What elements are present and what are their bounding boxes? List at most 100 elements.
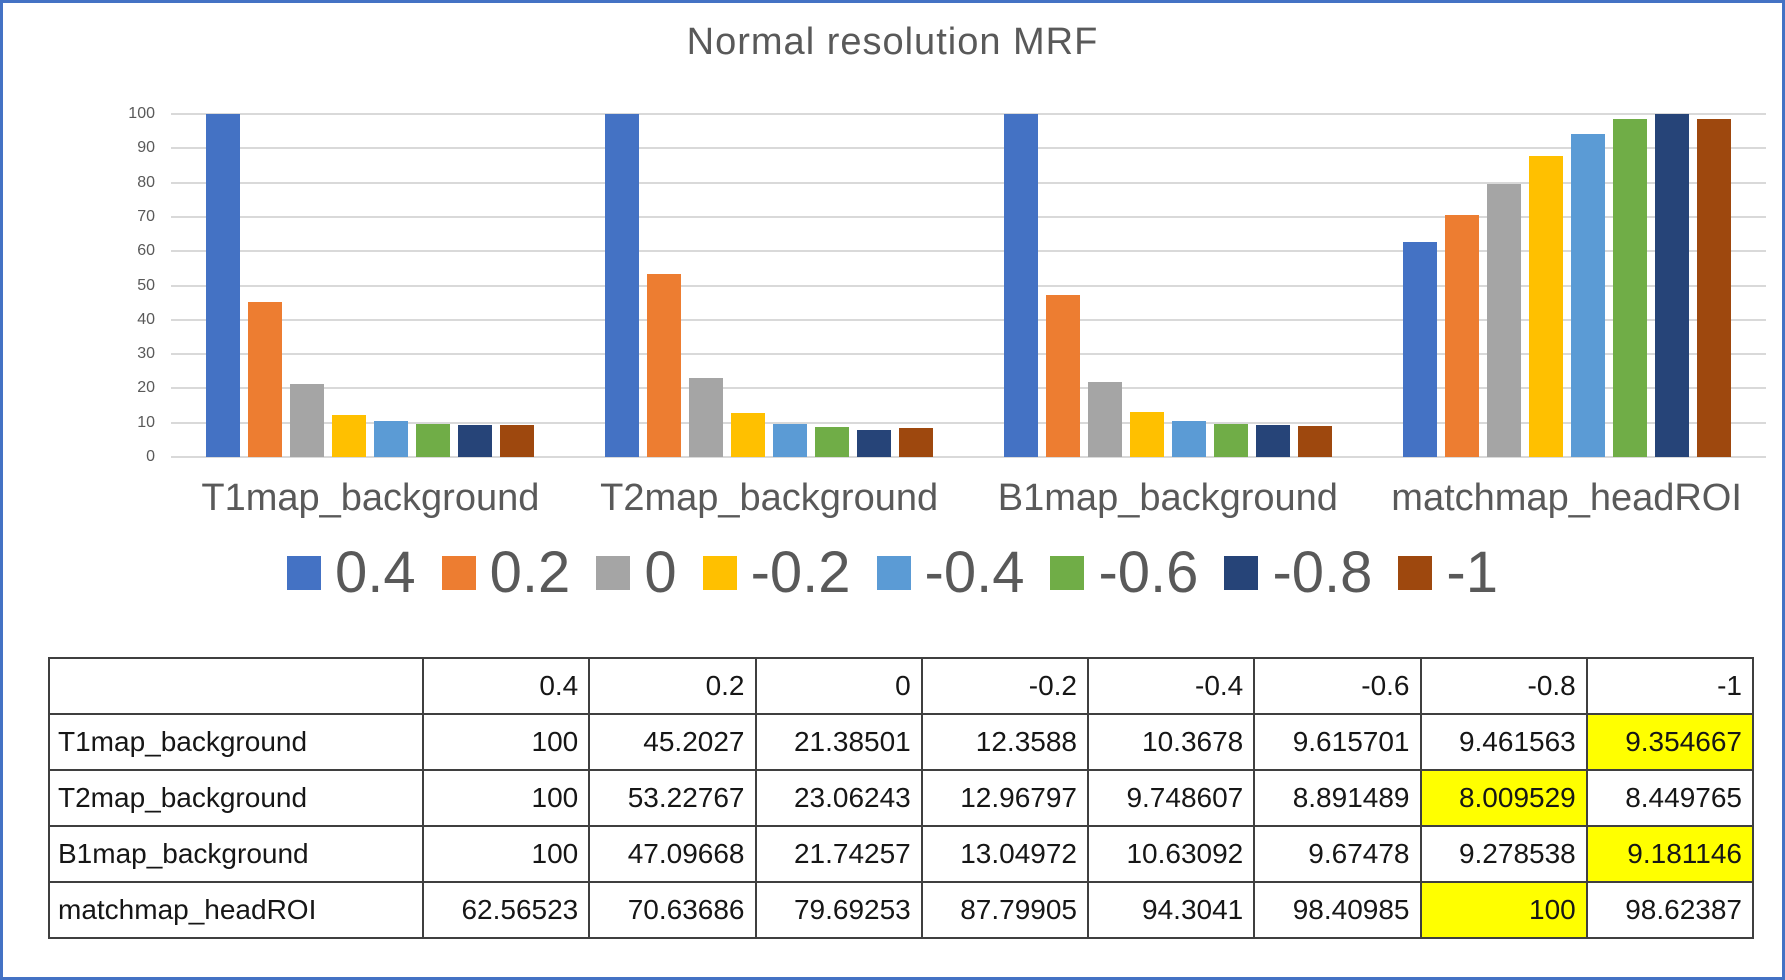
bar-series-area [171,114,1766,457]
y-axis-tick-label: 90 [137,139,155,157]
value-cell: 21.38501 [754,713,923,771]
data-table: 0.4 0.2 0 -0.2 -0.4 -0.6 -0.8 -1 T1map_backgroun… [48,657,1755,939]
bar-0.4-matchmap_headROI [1402,242,1437,457]
bar--0.4-matchmap_headROI [1570,133,1605,457]
category-label: B1map_background [997,477,1338,519]
y-axis-tick-label: 40 [137,310,155,328]
category-label: T2map_background [600,477,939,519]
corner-cell [48,657,424,715]
bar--1-T1map_background [500,424,535,457]
chart-legend: 0.4 0.2 0 -0.2 -0.4 -0.6 -0.8 -1 [3,544,1782,602]
legend-swatch-0.2 [441,556,476,590]
column-header-cell: -0.6 [1253,657,1422,715]
gridline [171,250,1766,253]
bar-0.2-T1map_background [248,301,283,457]
gridline [171,353,1766,356]
value-cell: 87.79905 [920,881,1090,939]
y-axis-tick-label: 80 [137,173,155,191]
plot-area [171,113,1766,458]
value-cell: 9.748607 [1086,769,1256,827]
category-group-T1map_background [171,114,570,457]
value-cell: 100 [421,769,591,827]
value-cell: 45.2027 [588,713,757,771]
y-axis-tick-label: 100 [128,105,155,122]
bar--0.2-B1map_background [1129,412,1164,457]
bar--0.8-T2map_background [857,429,892,457]
value-cell: 100 [421,713,591,771]
bar-0-T2map_background [689,377,724,457]
y-axis-tick-label: 20 [137,379,155,397]
bar-0-B1map_background [1087,382,1122,457]
legend-label: -0.8 [1272,540,1373,605]
legend-label: 0 [644,540,677,605]
bar--0.6-B1map_background [1213,423,1248,457]
value-cell: 10.63092 [1086,825,1256,883]
legend-swatch-0 [596,556,631,590]
bar--0.2-T1map_background [332,414,367,457]
value-cell: 21.74257 [754,825,923,883]
value-cell: 13.04972 [920,825,1090,883]
row-label-cell: B1map_background [48,825,424,883]
column-header-cell: -0.8 [1419,657,1588,715]
gridline [171,387,1766,390]
bar-0-matchmap_headROI [1486,183,1521,457]
data-table-wrap: 0.4 0.2 0 -0.2 -0.4 -0.6 -0.8 -1 T1map_backgroun… [48,657,1755,939]
legend-swatch--0.2 [702,556,737,590]
category-group-matchmap_headROI [1367,114,1766,457]
column-header-cell: 0.4 [421,657,591,715]
row-label-cell: matchmap_headROI [48,881,424,939]
y-axis-tick-label: 10 [137,413,155,431]
legend-item: 0.4 [287,544,416,602]
bar--1-B1map_background [1297,425,1332,457]
column-header-cell: -0.2 [920,657,1090,715]
value-cell: 62.56523 [421,881,591,939]
bar--0.6-matchmap_headROI [1612,119,1647,457]
value-cell: 8.891489 [1253,769,1422,827]
y-axis-tick-label: 30 [137,345,155,363]
legend-item: -0.2 [702,540,851,605]
bar--0.4-T1map_background [374,421,409,457]
legend-item: -0.6 [1050,544,1198,602]
legend-label: -0.2 [750,540,851,605]
bar--1-T2map_background [899,428,934,457]
value-cell: 98.40985 [1253,881,1422,939]
value-cell: 47.09668 [588,825,757,883]
gridline [171,456,1766,458]
bar--0.4-T2map_background [773,423,808,457]
bar--0.8-matchmap_headROI [1654,114,1689,457]
legend-label: 0.4 [335,540,416,605]
value-cell: 100 [421,825,591,883]
bar-0.2-matchmap_headROI [1444,214,1479,457]
bar-0.4-T1map_background [206,114,241,457]
legend-label: 0.2 [489,540,571,605]
legend-label: -0.4 [924,540,1025,605]
legend-label: -1 [1446,540,1498,605]
gridline [171,284,1766,287]
row-label-cell: T2map_background [48,769,424,827]
table-header-row: 0.4 0.2 0 -0.2 -0.4 -0.6 -0.8 -1 [48,657,1755,715]
value-cell: 23.06243 [754,769,923,827]
column-header-cell: 0 [754,657,923,715]
bar--0.8-B1map_background [1255,425,1290,457]
bar--0.6-T1map_background [416,424,451,457]
value-cell: 98.62387 [1585,881,1755,939]
gridline [171,318,1766,321]
legend-swatch--1 [1398,556,1433,590]
bar-0.2-B1map_background [1045,295,1080,457]
value-cell: 70.63686 [588,881,757,939]
legend-item: -1 [1398,544,1498,602]
column-header-cell: -0.4 [1086,657,1256,715]
value-cell: 9.278538 [1419,825,1588,883]
gridline [171,113,1766,115]
row-label-cell: T1map_background [48,713,424,771]
value-cell: 8.449765 [1585,769,1755,827]
category-axis: T1map_background T2map_background B1map_ba… [171,477,1766,520]
column-header-cell: 0.2 [588,657,757,715]
value-cell: 12.3588 [920,713,1090,771]
category-label: matchmap_headROI [1391,477,1742,519]
value-cell: 9.354667 [1585,713,1755,771]
legend-item: 0 [596,540,677,605]
value-cell: 9.67478 [1253,825,1422,883]
legend-label: -0.6 [1098,540,1199,605]
